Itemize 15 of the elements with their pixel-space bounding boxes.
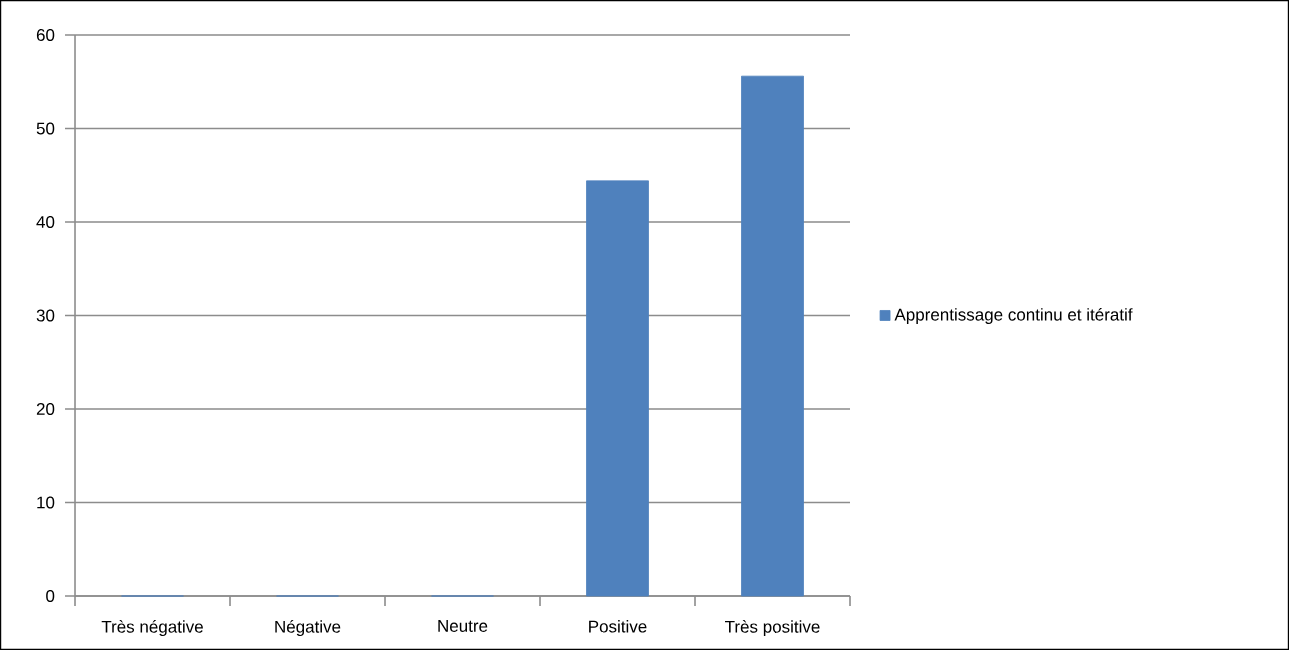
y-tick-label: 60: [36, 29, 55, 42]
x-tick-label: Neutre: [438, 620, 488, 632]
y-tick-label: 20: [36, 403, 55, 416]
bar: [586, 180, 649, 597]
legend-label: Apprentissage continu et itératif: [894, 307, 1133, 324]
bar: [741, 75, 804, 597]
x-tick-label: Très négative: [101, 620, 203, 637]
y-tick-label: 50: [36, 122, 55, 135]
y-tick-label: 0: [46, 590, 55, 603]
x-tick-label: Positive: [589, 620, 647, 633]
y-tick-label: 30: [36, 309, 55, 322]
y-tick-label: 40: [36, 216, 55, 229]
x-tick-label: Négative: [275, 620, 341, 637]
y-tick-label: 10: [37, 496, 55, 509]
x-tick-label: Très positive: [725, 620, 820, 637]
